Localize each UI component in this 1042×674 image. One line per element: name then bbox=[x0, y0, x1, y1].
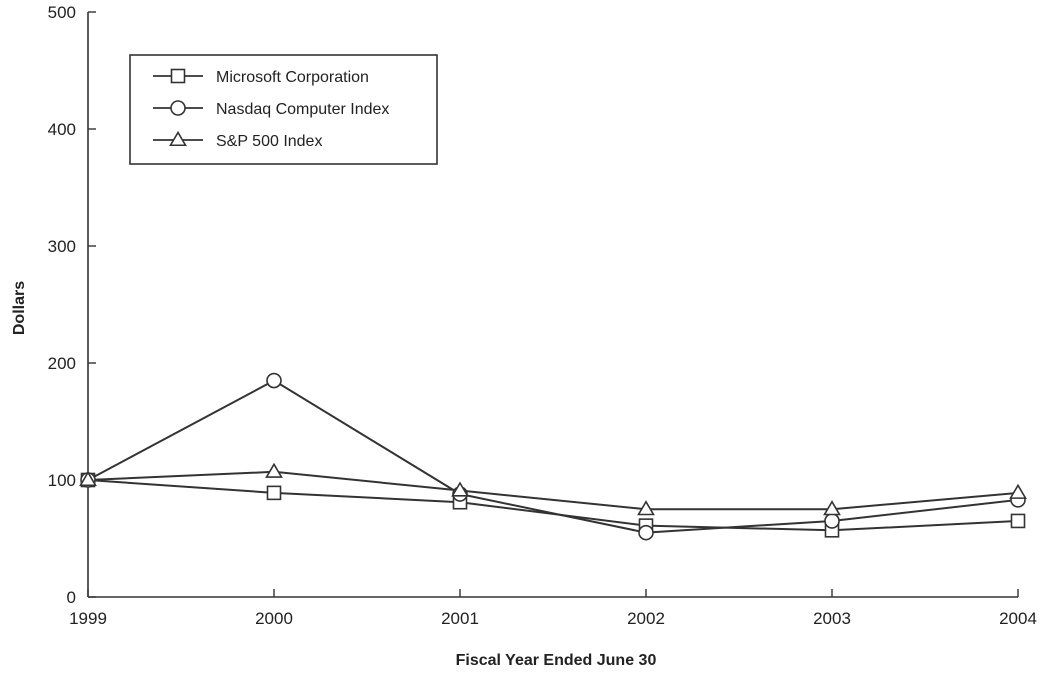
y-tick-label: 100 bbox=[48, 471, 76, 490]
x-tick-label: 2002 bbox=[627, 609, 665, 628]
data-point-square bbox=[266, 485, 282, 501]
legend-marker-circle bbox=[170, 100, 186, 116]
data-point-triangle bbox=[451, 481, 469, 497]
data-point-triangle bbox=[79, 470, 97, 487]
axes: 0 100 200 300 400 500 1999 2000 2001 2002 2003 2004 bbox=[48, 3, 1037, 628]
x-axis-title: Fiscal Year Ended June 30 bbox=[456, 652, 657, 669]
legend-marker-triangle bbox=[169, 130, 187, 147]
series-layer bbox=[79, 372, 1027, 541]
x-tick-label: 2001 bbox=[441, 609, 479, 628]
y-tick-label: 0 bbox=[67, 588, 76, 607]
series-lines bbox=[87, 379, 1019, 534]
series-line-circle bbox=[87, 379, 1019, 534]
legend-label: Microsoft Corporation bbox=[216, 69, 369, 86]
data-point-triangle bbox=[1009, 483, 1027, 499]
legend-marker-square bbox=[170, 68, 186, 84]
data-point-circle bbox=[824, 513, 840, 529]
legend: Microsoft Corporation Nasdaq Computer Ind… bbox=[129, 54, 438, 165]
y-tick-label: 500 bbox=[48, 3, 76, 22]
y-tick-label: 200 bbox=[48, 354, 76, 373]
data-point-triangle bbox=[265, 462, 283, 478]
series-markers bbox=[79, 372, 1027, 541]
x-tick-label: 2000 bbox=[255, 609, 293, 628]
data-point-triangle bbox=[637, 500, 655, 516]
data-point-triangle bbox=[823, 500, 841, 516]
data-point-circle bbox=[638, 524, 654, 541]
y-tick-label: 400 bbox=[48, 120, 76, 139]
data-point-circle bbox=[266, 372, 282, 389]
y-tick-label: 300 bbox=[48, 237, 76, 256]
legend-label: S&P 500 Index bbox=[216, 133, 322, 150]
y-axis-title: Dollars bbox=[11, 281, 28, 335]
x-tick-label: 1999 bbox=[69, 609, 107, 628]
legend-label: Nasdaq Computer Index bbox=[216, 101, 389, 118]
series-line-triangle bbox=[87, 470, 1019, 511]
x-tick-label: 2003 bbox=[813, 609, 851, 628]
x-tick-label: 2004 bbox=[999, 609, 1037, 628]
data-point-square bbox=[1010, 513, 1026, 529]
